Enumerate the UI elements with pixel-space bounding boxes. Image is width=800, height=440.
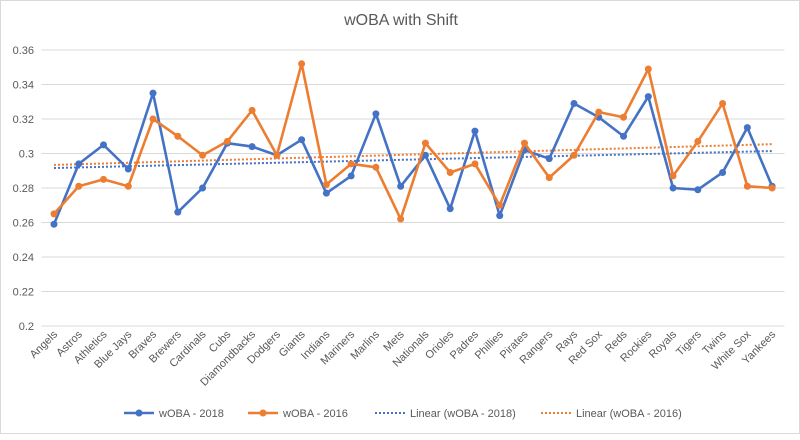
data-point <box>199 184 207 192</box>
data-point <box>471 127 479 135</box>
legend-label: Linear (wOBA - 2018) <box>410 408 516 420</box>
data-point <box>743 182 751 190</box>
data-point <box>620 132 628 140</box>
chart-title: wOBA with Shift <box>343 12 458 29</box>
legend-dot-marker <box>135 409 143 417</box>
data-point <box>322 189 330 197</box>
y-tick-label: 0.36 <box>13 45 34 57</box>
data-point <box>174 132 182 140</box>
legend-item: wOBA - 2018 <box>124 408 224 420</box>
data-point <box>644 93 652 101</box>
y-tick-label: 0.34 <box>13 80 34 92</box>
data-point <box>372 163 380 171</box>
data-point <box>50 210 58 218</box>
data-point <box>570 99 578 107</box>
data-point <box>446 205 454 213</box>
legend-item: Linear (wOBA - 2016) <box>541 408 682 420</box>
data-point <box>199 151 207 159</box>
data-point <box>100 141 108 149</box>
data-point <box>669 172 677 180</box>
data-point <box>347 160 355 168</box>
data-point <box>421 139 429 147</box>
y-tick-label: 0.28 <box>13 183 34 195</box>
x-tick-label: Tigers <box>674 328 704 358</box>
data-point <box>149 115 157 123</box>
data-point <box>248 143 256 151</box>
data-point <box>124 182 132 190</box>
data-point <box>545 174 553 182</box>
data-point <box>768 184 776 192</box>
data-point <box>545 155 553 163</box>
data-point <box>520 139 528 147</box>
legend-label: wOBA - 2018 <box>158 408 224 420</box>
data-point <box>496 212 504 220</box>
data-point <box>397 215 405 223</box>
legend-dot-marker <box>259 409 267 417</box>
x-tick-label: Royals <box>647 328 680 361</box>
series-line <box>52 91 774 225</box>
data-point <box>471 160 479 168</box>
data-point <box>620 113 628 121</box>
data-point <box>50 220 58 228</box>
data-point <box>644 65 652 73</box>
legend-item: wOBA - 2016 <box>248 408 348 420</box>
y-tick-label: 0.3 <box>19 149 34 161</box>
data-point <box>669 184 677 192</box>
y-tick-label: 0.32 <box>13 114 34 126</box>
data-point <box>149 89 157 97</box>
series-line <box>53 62 773 221</box>
data-point <box>446 168 454 176</box>
y-tick-label: 0.2 <box>19 321 34 333</box>
data-point <box>743 124 751 132</box>
data-point <box>298 136 306 144</box>
legend-label: wOBA - 2016 <box>282 408 348 420</box>
data-point <box>347 172 355 180</box>
data-point <box>124 165 132 173</box>
data-point <box>719 99 727 107</box>
data-point <box>421 151 429 159</box>
data-point <box>372 110 380 118</box>
data-point <box>570 151 578 159</box>
data-point <box>322 181 330 189</box>
data-point <box>694 137 702 145</box>
x-tick-label: Marlins <box>348 328 382 362</box>
data-point <box>273 151 281 159</box>
data-point <box>223 137 231 145</box>
data-point <box>298 60 306 68</box>
data-point <box>496 201 504 209</box>
y-tick-label: 0.24 <box>13 252 34 264</box>
data-point <box>248 106 256 114</box>
data-point <box>595 108 603 116</box>
y-tick-label: 0.26 <box>13 218 34 230</box>
legend-item: Linear (wOBA - 2018) <box>375 408 516 420</box>
data-point <box>174 208 182 216</box>
data-point <box>719 168 727 176</box>
data-point <box>75 160 83 168</box>
data-point <box>694 186 702 194</box>
data-point <box>397 182 405 190</box>
legend-label: Linear (wOBA - 2016) <box>576 408 682 420</box>
y-tick-label: 0.22 <box>13 287 34 299</box>
x-tick-label: Angels <box>28 328 61 361</box>
data-point <box>75 182 83 190</box>
data-point <box>100 175 108 183</box>
